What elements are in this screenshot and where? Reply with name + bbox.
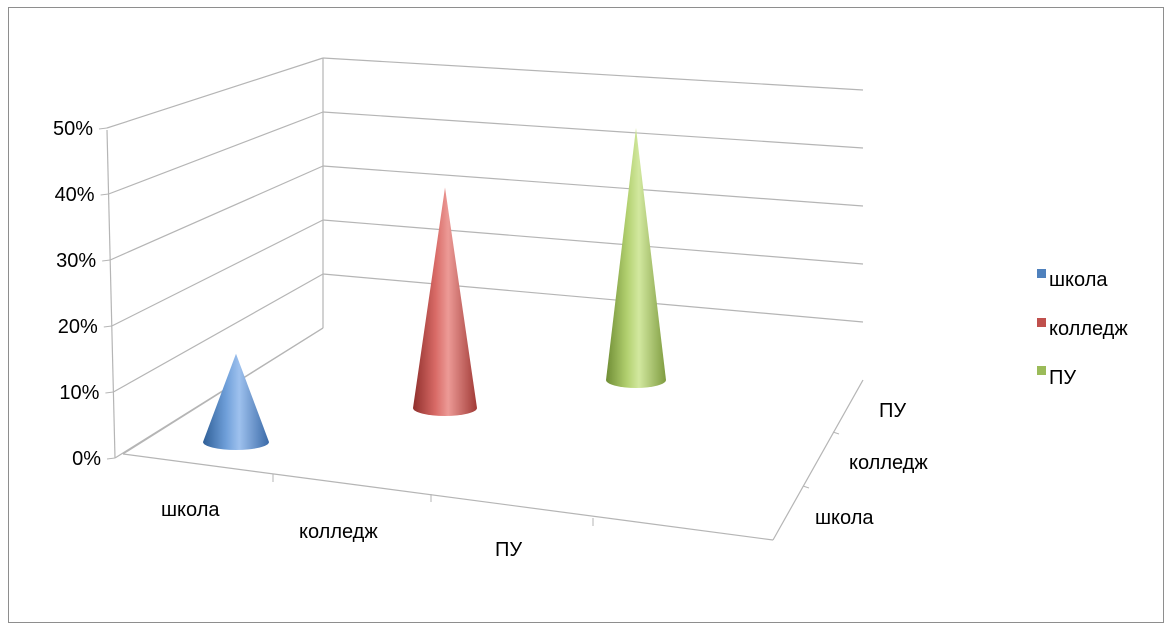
legend-swatch-college [1037,318,1046,327]
gridline-back [322,57,864,91]
cone-body [413,187,477,416]
legend-label-school: школа [1049,269,1108,291]
x-label-college: колледж [299,521,378,543]
gridline-side [109,165,324,261]
gridline-back [322,273,864,323]
legend-swatch-pu [1037,366,1046,375]
y-tick-mark [100,193,109,196]
cone-school [203,353,269,450]
gridline-back [322,111,864,149]
gridlines [98,57,864,460]
y-tick-mark [106,457,116,460]
gridline-side [113,273,324,393]
cone-pu [606,128,666,388]
gridline-side [111,219,324,327]
x-label-pu: ПУ [495,539,522,561]
cones [203,128,666,450]
y-axis-line [106,129,116,459]
legend-swatch-school [1037,269,1046,278]
cone-college [413,187,477,416]
depth-label-pu: ПУ [879,400,906,422]
depth-label-school: школа [815,507,874,529]
x-label-school: школа [161,499,220,521]
gridline-side [106,57,324,129]
y-tick-label: 40% [55,184,95,206]
legend-label-pu: ПУ [1049,367,1076,389]
cone-chart: 0% 10% 20% 30% 40% 50% школа колледж ПУ школа… [53,57,1128,561]
floor-front-edge [122,453,774,541]
y-tick-label: 0% [72,448,101,470]
floor-right-edge [772,379,864,541]
chart-area: 0% 10% 20% 30% 40% 50% школа колледж ПУ школа… [8,7,1164,623]
y-tick-label: 10% [59,382,99,404]
gridline-back [322,165,864,207]
legend: школа колледж ПУ [1037,269,1128,389]
axes-frame [106,58,864,541]
z-tick-mark [832,431,840,435]
cone-body [606,128,666,388]
gridline-back [322,219,864,265]
y-tick-mark [103,325,112,328]
cone-body [203,353,269,450]
x-tick-marks [272,431,840,526]
z-tick-mark [802,485,810,489]
y-tick-mark [105,391,114,394]
gridline-side [108,111,324,195]
depth-label-college: колледж [849,452,928,474]
y-tick-mark [98,127,108,130]
y-tick-label: 50% [53,118,93,140]
legend-label-college: колледж [1049,318,1128,340]
y-tick-mark [102,259,111,262]
y-axis-labels: 0% 10% 20% 30% 40% 50% [53,118,101,470]
y-tick-label: 20% [58,316,98,338]
y-tick-label: 30% [56,250,96,272]
